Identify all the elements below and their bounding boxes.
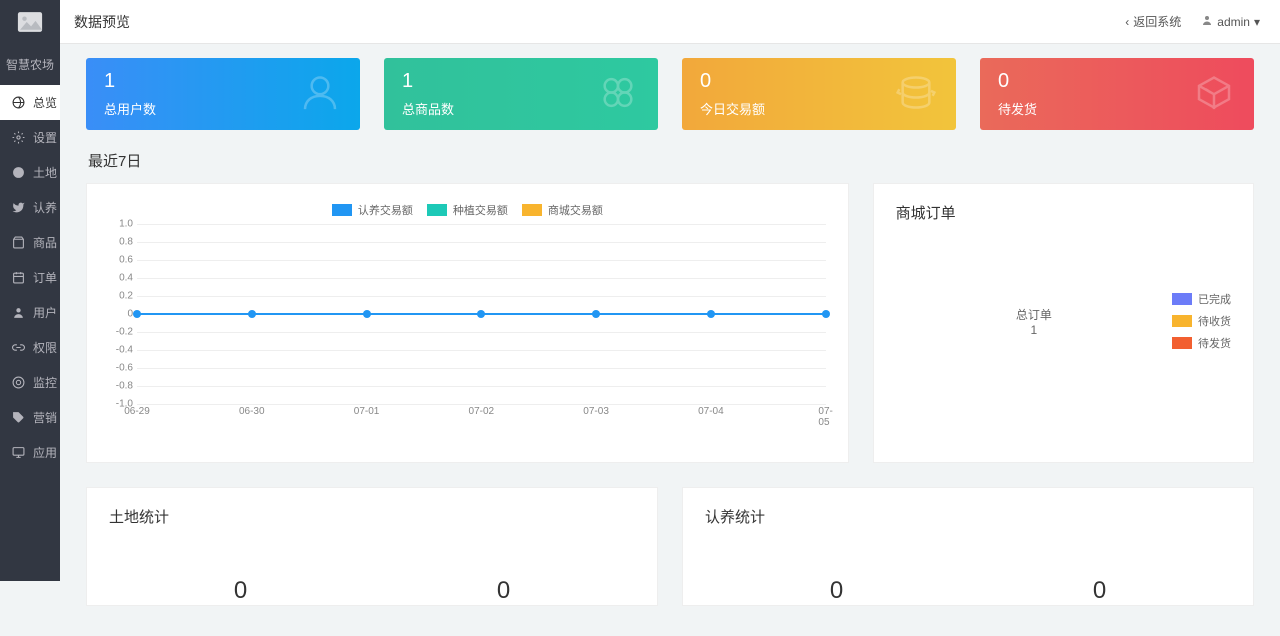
sidebar-item-7[interactable]: 权限 <box>0 330 60 365</box>
user-menu[interactable]: admin ▾ <box>1201 14 1260 29</box>
stat-value: 0 <box>830 577 843 605</box>
sidebar-item-0[interactable]: 总览 <box>0 85 60 120</box>
page-title: 数据预览 <box>60 12 130 32</box>
pie-center: 总订单 1 <box>896 306 1172 337</box>
card-icon <box>598 73 638 116</box>
sidebar-brand: 智慧农场 <box>0 48 60 85</box>
sidebar: 智慧农场 总览设置土地认养商品订单用户权限监控营销应用 <box>0 44 60 581</box>
logo <box>0 0 60 44</box>
sidebar-icon <box>11 201 25 215</box>
pie-panel: 商城订单 总订单 1 已完成待收货待发货 <box>873 183 1254 463</box>
land-title: 土地统计 <box>109 506 635 527</box>
sidebar-item-6[interactable]: 用户 <box>0 295 60 330</box>
sidebar-icon <box>11 341 25 355</box>
sidebar-icon <box>11 271 25 285</box>
stat-card-3: 0待发货 <box>980 58 1254 130</box>
sidebar-icon <box>11 306 25 320</box>
pie-title: 商城订单 <box>896 202 1231 223</box>
sidebar-item-10[interactable]: 应用 <box>0 435 60 470</box>
land-panel: 土地统计 0 0 <box>86 487 658 606</box>
main-content: 1总用户数 1总商品数 0今日交易额 0待发货 最近7日 认养交易额种植交易额商城交易… <box>60 44 1280 636</box>
card-icon <box>1194 73 1234 116</box>
pie-legend: 已完成待收货待发货 <box>1172 291 1231 351</box>
sidebar-icon <box>11 411 25 425</box>
caret-down-icon: ▾ <box>1254 15 1260 29</box>
sidebar-item-5[interactable]: 订单 <box>0 260 60 295</box>
sidebar-icon <box>11 376 25 390</box>
stat-value: 0 <box>234 577 247 605</box>
adopt-title: 认养统计 <box>705 506 1231 527</box>
sidebar-item-4[interactable]: 商品 <box>0 225 60 260</box>
sidebar-icon <box>11 131 25 145</box>
sidebar-item-9[interactable]: 营销 <box>0 400 60 435</box>
stat-value: 0 <box>1093 577 1106 605</box>
stat-card-1: 1总商品数 <box>384 58 658 130</box>
sidebar-icon <box>11 96 25 110</box>
chevron-left-icon: ‹ <box>1125 15 1129 29</box>
recent-title: 最近7日 <box>88 150 1254 171</box>
header: 数据预览 ‹ 返回系统 admin ▾ <box>0 0 1280 44</box>
line-chart-plot: 1.00.80.60.40.20-0.2-0.4-0.6-0.8-1.0 <box>137 224 826 404</box>
stat-card-0: 1总用户数 <box>86 58 360 130</box>
sidebar-item-1[interactable]: 设置 <box>0 120 60 155</box>
user-icon <box>1201 14 1213 29</box>
line-chart-panel: 认养交易额种植交易额商城交易额 1.00.80.60.40.20-0.2-0.4… <box>86 183 849 463</box>
card-icon <box>300 73 340 116</box>
chart-legend: 认养交易额种植交易额商城交易额 <box>109 202 826 218</box>
stat-card-2: 0今日交易额 <box>682 58 956 130</box>
sidebar-item-2[interactable]: 土地 <box>0 155 60 190</box>
adopt-panel: 认养统计 0 0 <box>682 487 1254 606</box>
sidebar-item-3[interactable]: 认养 <box>0 190 60 225</box>
sidebar-icon <box>11 446 25 460</box>
sidebar-item-8[interactable]: 监控 <box>0 365 60 400</box>
sidebar-icon <box>11 236 25 250</box>
stat-value: 0 <box>497 577 510 605</box>
sidebar-icon <box>11 166 25 180</box>
back-link[interactable]: ‹ 返回系统 <box>1125 13 1181 30</box>
card-icon <box>896 73 936 116</box>
